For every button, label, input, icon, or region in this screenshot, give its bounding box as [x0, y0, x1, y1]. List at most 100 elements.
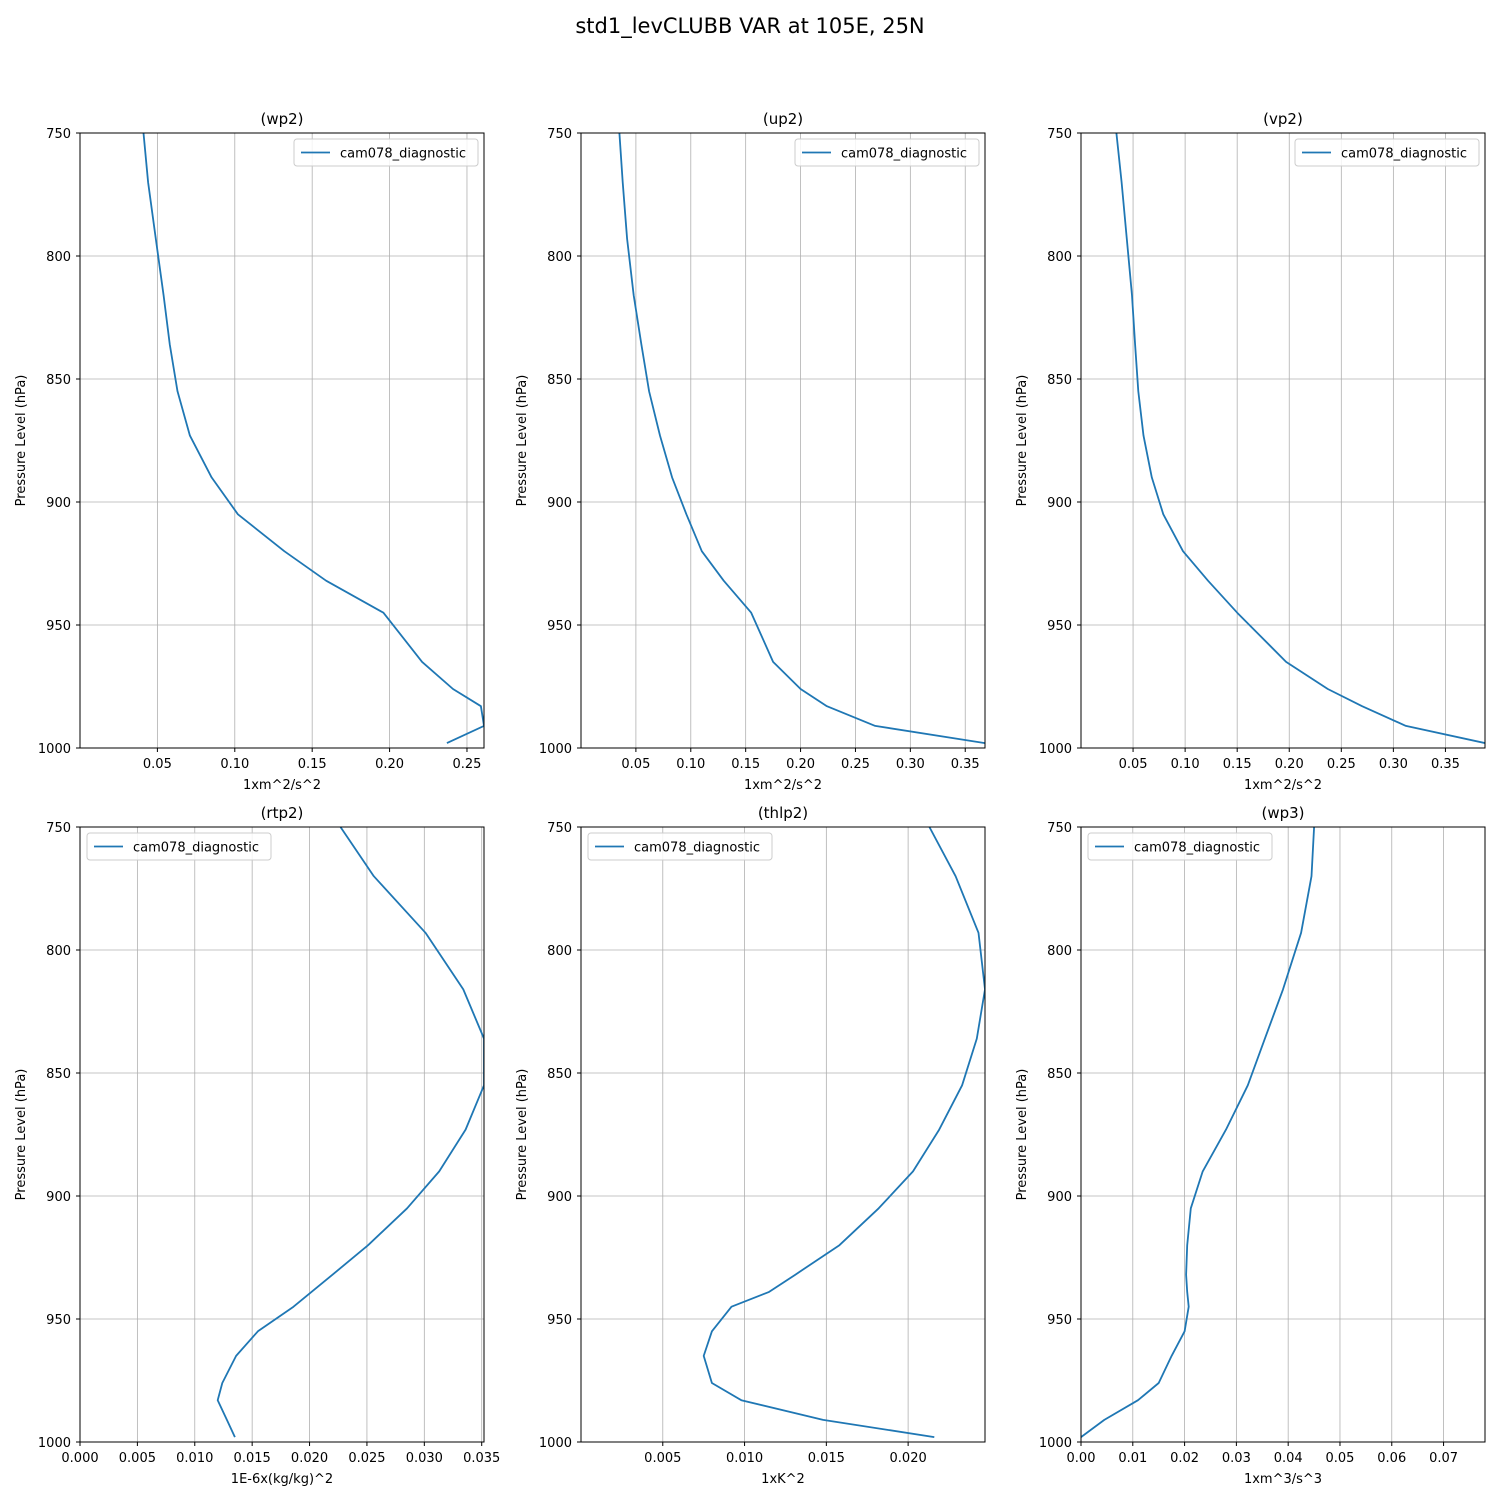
legend: cam078_diagnostic — [794, 138, 980, 167]
y-tick-label: 800 — [1047, 250, 1072, 265]
y-axis-label: Pressure Level (hPa) — [14, 1069, 29, 1201]
series-line-1 — [1115, 133, 1485, 744]
y-tick-label: 850 — [547, 1067, 572, 1082]
panel-title: (wp2) — [260, 110, 303, 128]
y-tick-label: 950 — [1047, 619, 1072, 634]
legend-box — [794, 138, 980, 167]
y-tick-label: 750 — [547, 821, 572, 836]
y-tick-label: 1000 — [539, 1436, 572, 1451]
legend-box — [86, 832, 272, 861]
y-tick-label: 1000 — [38, 742, 71, 757]
y-tick-label: 850 — [1047, 373, 1072, 388]
x-tick-label: 0.20 — [375, 757, 404, 772]
y-tick-label: 900 — [547, 496, 572, 511]
panel-1: 0.05 0.10 0.15 0.20 0.25 750 800 850 900 950 1000 (… — [14, 110, 485, 793]
series-line-1 — [618, 133, 985, 744]
x-tick-label: 0.00 — [1067, 1451, 1096, 1466]
y-tick-label: 850 — [46, 373, 71, 388]
x-tick-label: 0.25 — [841, 757, 870, 772]
x-tick-label: 0.10 — [676, 757, 705, 772]
x-tick-label: 0.35 — [1431, 757, 1460, 772]
x-tick-label: 0.015 — [234, 1451, 271, 1466]
x-axis-label: 1xm^3/s^3 — [1244, 1472, 1322, 1487]
y-tick-label: 950 — [46, 1313, 71, 1328]
legend-box — [1294, 138, 1480, 167]
y-axis-label: Pressure Level (hPa) — [14, 375, 29, 507]
x-tick-label: 0.010 — [176, 1451, 213, 1466]
x-tick-label: 0.005 — [644, 1451, 681, 1466]
legend-box — [587, 832, 773, 861]
y-tick-label: 900 — [1047, 496, 1072, 511]
y-tick-label: 850 — [46, 1067, 71, 1082]
panel-title: (thlp2) — [758, 804, 808, 822]
legend-label: cam078_diagnostic — [841, 147, 967, 162]
y-tick-label: 900 — [1047, 1190, 1072, 1205]
y-tick-label: 850 — [1047, 1067, 1072, 1082]
y-tick-label: 950 — [547, 1313, 572, 1328]
x-tick-label: 0.030 — [406, 1451, 443, 1466]
panel-2: 0.05 0.10 0.15 0.20 0.25 0.30 0.35 750 800 850 900… — [515, 110, 986, 793]
axes-frame — [1080, 132, 1486, 749]
y-tick-label: 1000 — [1039, 742, 1072, 757]
x-tick-label: 0.020 — [890, 1451, 927, 1466]
x-axis-label: 1xm^2/s^2 — [243, 778, 321, 793]
series-line-1 — [1081, 827, 1315, 1438]
x-tick-label: 0.010 — [726, 1451, 763, 1466]
y-tick-label: 800 — [46, 250, 71, 265]
y-axis-label: Pressure Level (hPa) — [515, 1069, 530, 1201]
x-tick-label: 0.25 — [1327, 757, 1356, 772]
x-tick-label: 0.025 — [348, 1451, 385, 1466]
x-tick-label: 0.04 — [1274, 1451, 1303, 1466]
series-line-1 — [142, 133, 484, 744]
panel-title: (wp3) — [1261, 804, 1304, 822]
panel-3: 0.05 0.10 0.15 0.20 0.25 0.30 0.35 750 800 850 900… — [1015, 110, 1486, 793]
x-tick-label: 0.10 — [220, 757, 249, 772]
x-tick-label: 0.03 — [1222, 1451, 1251, 1466]
x-tick-label: 0.005 — [119, 1451, 156, 1466]
x-tick-label: 0.05 — [143, 757, 172, 772]
x-tick-label: 0.15 — [298, 757, 327, 772]
axes-frame — [79, 132, 485, 749]
x-tick-label: 0.05 — [1119, 757, 1148, 772]
y-tick-label: 750 — [46, 127, 71, 142]
y-tick-label: 1000 — [38, 1436, 71, 1451]
x-tick-label: 0.035 — [463, 1451, 500, 1466]
y-axis-label: Pressure Level (hPa) — [1015, 375, 1030, 507]
y-tick-label: 950 — [1047, 1313, 1072, 1328]
legend: cam078_diagnostic — [293, 138, 479, 167]
x-tick-label: 0.020 — [291, 1451, 328, 1466]
x-tick-label: 0.15 — [1223, 757, 1252, 772]
axes-frame — [580, 132, 986, 749]
x-tick-label: 0.000 — [61, 1451, 98, 1466]
legend-label: cam078_diagnostic — [634, 841, 760, 856]
x-tick-label: 0.35 — [951, 757, 980, 772]
x-tick-label: 0.06 — [1377, 1451, 1406, 1466]
panel-6: 0.00 0.01 0.02 0.03 0.04 0.05 0.06 0.07 750 800 85… — [1015, 804, 1486, 1487]
x-axis-label: 1xm^2/s^2 — [744, 778, 822, 793]
panel-5: 0.005 0.010 0.015 0.020 750 800 850 900 950 1000 (… — [515, 804, 986, 1487]
y-tick-label: 950 — [46, 619, 71, 634]
series-line-1 — [702, 827, 985, 1438]
x-tick-label: 0.01 — [1118, 1451, 1147, 1466]
x-tick-label: 0.30 — [1379, 757, 1408, 772]
y-tick-label: 800 — [46, 944, 71, 959]
y-tick-label: 950 — [547, 619, 572, 634]
legend: cam078_diagnostic — [86, 832, 272, 861]
legend-label: cam078_diagnostic — [1341, 147, 1467, 162]
y-tick-label: 750 — [547, 127, 572, 142]
x-tick-label: 0.015 — [808, 1451, 845, 1466]
x-tick-label: 0.15 — [731, 757, 760, 772]
y-tick-label: 1000 — [539, 742, 572, 757]
y-tick-label: 850 — [547, 373, 572, 388]
panel-title: (rtp2) — [261, 804, 304, 822]
legend: cam078_diagnostic — [1087, 832, 1273, 861]
panel-4: 0.000 0.005 0.010 0.015 0.020 0.025 0.030 0.035… — [14, 804, 500, 1487]
axes-frame — [1080, 826, 1486, 1443]
legend-box — [1087, 832, 1273, 861]
x-tick-label: 0.20 — [1275, 757, 1304, 772]
x-axis-label: 1E-6x(kg/kg)^2 — [231, 1472, 333, 1487]
y-tick-label: 900 — [46, 496, 71, 511]
y-tick-label: 800 — [547, 250, 572, 265]
